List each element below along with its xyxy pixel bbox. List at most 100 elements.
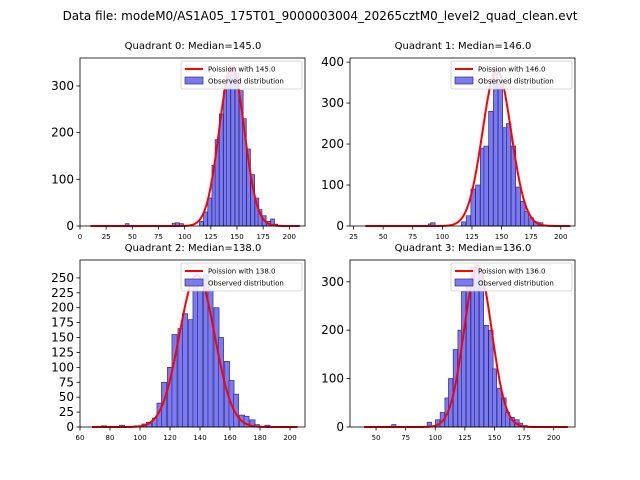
quadrant-1-histogram-bar	[515, 186, 521, 227]
quadrant-0-histogram-bar	[207, 197, 213, 227]
quadrant-3-x-tick-label: 75	[401, 434, 410, 442]
quadrant-2-x-tick-label: 100	[133, 434, 146, 442]
quadrant-3-legend-hist-label: Observed distribution	[478, 280, 554, 288]
quadrant-0-x-tick-label: 175	[256, 233, 269, 241]
quadrant-2-histogram-bar	[218, 337, 224, 428]
quadrant-2-y-tick-label: 175	[51, 316, 74, 330]
quadrant-0-x-tick-label: 100	[178, 233, 191, 241]
quadrant-2-histogram-bar	[182, 313, 188, 428]
quadrant-2-plot: 60 80 100 120 140 160 180 200025507510012515017…	[51, 259, 306, 442]
quadrant-1-title: Quadrant 1: Median=146.0	[395, 41, 532, 52]
quadrant-1-y-tick-label: 300	[321, 96, 344, 110]
quadrant-1-x-tick-label: 100	[436, 233, 449, 241]
quadrant-2-x-tick-label: 180	[253, 434, 266, 442]
quadrant-3-y-tick-label: 200	[321, 323, 344, 337]
quadrant-2-title: Quadrant 2: Median=138.0	[125, 243, 262, 254]
quadrant-2-histogram-bar	[197, 290, 203, 428]
quadrant-1-legend-hist-swatch	[454, 76, 474, 85]
quadrant-0-y-tick-label: 0	[66, 219, 74, 233]
quadrant-0-poisson-curve	[90, 66, 300, 227]
quadrant-1-histogram-bar	[493, 67, 499, 227]
quadrant-0-histogram-bar	[230, 65, 236, 227]
quadrant-2-y-tick-label: 200	[51, 301, 74, 315]
quadrant-3-panel: Quadrant 3: Median=136.0 50 75 100 125 150 17…	[321, 243, 576, 442]
quadrant-2-y-tick-label: 75	[59, 375, 74, 389]
quadrant-1-y-tick-label: 200	[321, 137, 344, 151]
quadrant-0-legend-hist-swatch	[184, 76, 204, 85]
quadrant-1-axes-frame	[349, 57, 576, 227]
quadrant-3-histogram-bar	[461, 291, 467, 428]
quadrant-3-x-tick-label: 50	[372, 434, 381, 442]
quadrant-1-panel: Quadrant 1: Median=146.0 25 50 75 100 125 150…	[321, 41, 576, 241]
quadrant-0-x-tick-label: 50	[128, 233, 137, 241]
quadrant-0-histogram-bar	[199, 220, 204, 227]
quadrant-0-y-tick-label: 100	[51, 172, 74, 186]
quadrant-3-x-tick-label: 175	[517, 434, 530, 442]
quadrant-2-y-tick-label: 50	[59, 390, 74, 404]
quadrant-0-title: Quadrant 0: Median=145.0	[125, 41, 262, 52]
quadrant-3-plot: 50 75 100 125 150 175 200 0 100 200 300 Poission wi…	[321, 259, 576, 442]
quadrant-2-legend-hist-swatch	[184, 278, 204, 287]
quadrant-1-histogram-bar	[465, 215, 472, 227]
quadrant-0-x-tick-label: 150	[230, 233, 243, 241]
quadrant-3-x-tick-label: 150	[488, 434, 501, 442]
quadrant-1-histogram-bar	[461, 221, 467, 227]
quadrant-1-x-tick-label: 150	[495, 233, 508, 241]
quadrant-2-axes-frame	[79, 259, 306, 428]
quadrant-1-y-tick-label: 400	[321, 55, 344, 69]
quadrant-2-x-tick-label: 200	[283, 434, 296, 442]
quadrant-2-y-tick-label: 25	[59, 405, 74, 419]
quadrant-1-legend: Poission with 146.0 Observed distribution	[450, 60, 573, 90]
quadrant-0-y-tick-label: 300	[51, 79, 74, 93]
quadrant-1-y-tick-label: 100	[321, 178, 344, 192]
quadrant-3-y-tick-label: 0	[336, 420, 344, 434]
quadrant-1-x-tick-label: 50	[379, 233, 388, 241]
quadrant-0-axes-frame	[79, 57, 306, 227]
quadrant-2-legend: Poission with 138.0 Observed distribution	[180, 262, 303, 292]
quadrant-0-histogram-bar	[226, 76, 231, 227]
quadrant-1-x-tick-label: 25	[349, 233, 358, 241]
quadrant-1-x-tick-label: 175	[524, 233, 537, 241]
quadrant-0-histogram-bar	[234, 72, 240, 227]
quadrant-0-legend-curve-label: Poission with 145.0	[208, 66, 276, 74]
quadrant-0-x-tick-label: 75	[154, 233, 163, 241]
quadrant-1-x-tick-label: 125	[465, 233, 478, 241]
quadrant-1-histogram-bar	[506, 123, 512, 227]
quadrant-0-legend-hist-label: Observed distribution	[208, 78, 284, 86]
quadrant-3-x-tick-label: 100	[429, 434, 442, 442]
quadrant-2-y-tick-label: 150	[51, 331, 74, 345]
quadrant-1-histogram-bar	[488, 110, 494, 227]
quadrant-3-legend-box	[450, 262, 573, 292]
quadrant-2-x-tick-label: 140	[193, 434, 206, 442]
quadrant-3-legend-curve-label: Poission with 136.0	[478, 268, 546, 276]
quadrant-2-x-tick-label: 60	[76, 434, 85, 442]
quadrant-3-axes-frame	[349, 259, 576, 428]
quadrant-1-y-tick-label: 0	[336, 219, 344, 233]
quadrant-1-histogram-bar	[475, 184, 481, 227]
quadrant-1-legend-hist-label: Observed distribution	[478, 78, 554, 86]
quadrant-3-x-tick-label: 200	[547, 434, 560, 442]
quadrant-0-plot: 0 25 50 75 100 125 150 175 200 0 100 200 300 Poission…	[51, 57, 306, 241]
quadrant-1-histogram-bar	[497, 84, 503, 227]
quadrant-0-x-tick-label: 0	[78, 233, 82, 241]
quadrant-0-legend: Poission with 145.0 Observed distribution	[180, 60, 303, 90]
quadrant-3-y-tick-label: 100	[321, 372, 344, 386]
quadrant-0-x-tick-label: 200	[283, 233, 296, 241]
quadrant-0-x-tick-label: 25	[102, 233, 111, 241]
quadrant-0-histogram-bar	[203, 211, 208, 227]
quadrant-1-legend-box	[450, 60, 573, 90]
quadrant-3-histogram-bar	[491, 368, 498, 428]
quadrant-0-legend-box	[180, 60, 303, 90]
quadrant-1-plot: 25 50 75 100 125 150 175 200 0 100 200 300 400 Poissi…	[321, 55, 576, 241]
quadrant-2-y-tick-label: 225	[51, 286, 74, 300]
quadrant-2-x-tick-label: 120	[163, 434, 176, 442]
quadrant-2-legend-box	[180, 262, 303, 292]
quadrant-0-y-tick-label: 200	[51, 126, 74, 140]
quadrant-1-x-tick-label: 75	[408, 233, 417, 241]
quadrant-1-histogram-bar	[483, 145, 489, 227]
quadrant-2-legend-curve-label: Poission with 138.0	[208, 268, 276, 276]
quadrant-2-y-tick-label: 125	[51, 345, 74, 359]
quadrant-1-poisson-curve	[365, 69, 571, 227]
quadrant-2-y-tick-label: 0	[66, 420, 74, 434]
